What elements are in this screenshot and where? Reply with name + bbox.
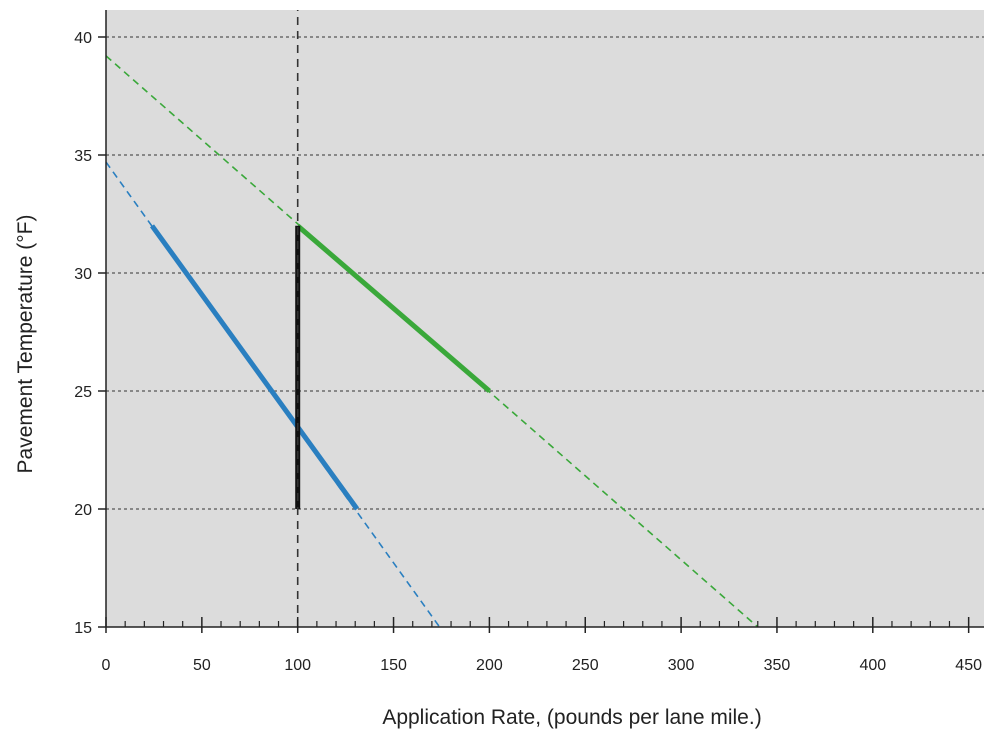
- plot-area: [106, 10, 984, 627]
- series-line-3: [105, 55, 759, 628]
- x-axis-title: Application Rate, (pounds per lane mile.…: [382, 706, 761, 729]
- y-tick-label: 20: [74, 502, 92, 519]
- y-tick-label: 35: [74, 148, 92, 165]
- x-tick-label: 400: [859, 657, 886, 674]
- y-axis-title: Pavement Temperature (°F): [14, 215, 37, 474]
- series-line-2: [296, 223, 492, 393]
- y-tick-label: 25: [74, 384, 92, 401]
- y-tick-label: 15: [74, 620, 92, 637]
- x-tick-label: 150: [380, 657, 407, 674]
- y-tick-label: 40: [74, 30, 92, 47]
- x-tick-label: 200: [476, 657, 503, 674]
- x-tick-label: 300: [668, 657, 695, 674]
- x-tick-label: 350: [764, 657, 791, 674]
- x-tick-label: 0: [102, 657, 111, 674]
- series-group: [105, 10, 759, 628]
- x-tick-label: 250: [572, 657, 599, 674]
- y-tick-label: 30: [74, 266, 92, 283]
- grid-lines: [106, 36, 984, 510]
- x-tick-label: 50: [193, 657, 211, 674]
- x-tick-label: 100: [284, 657, 311, 674]
- x-tick-label: 450: [955, 657, 982, 674]
- axis-ticks: [98, 36, 970, 633]
